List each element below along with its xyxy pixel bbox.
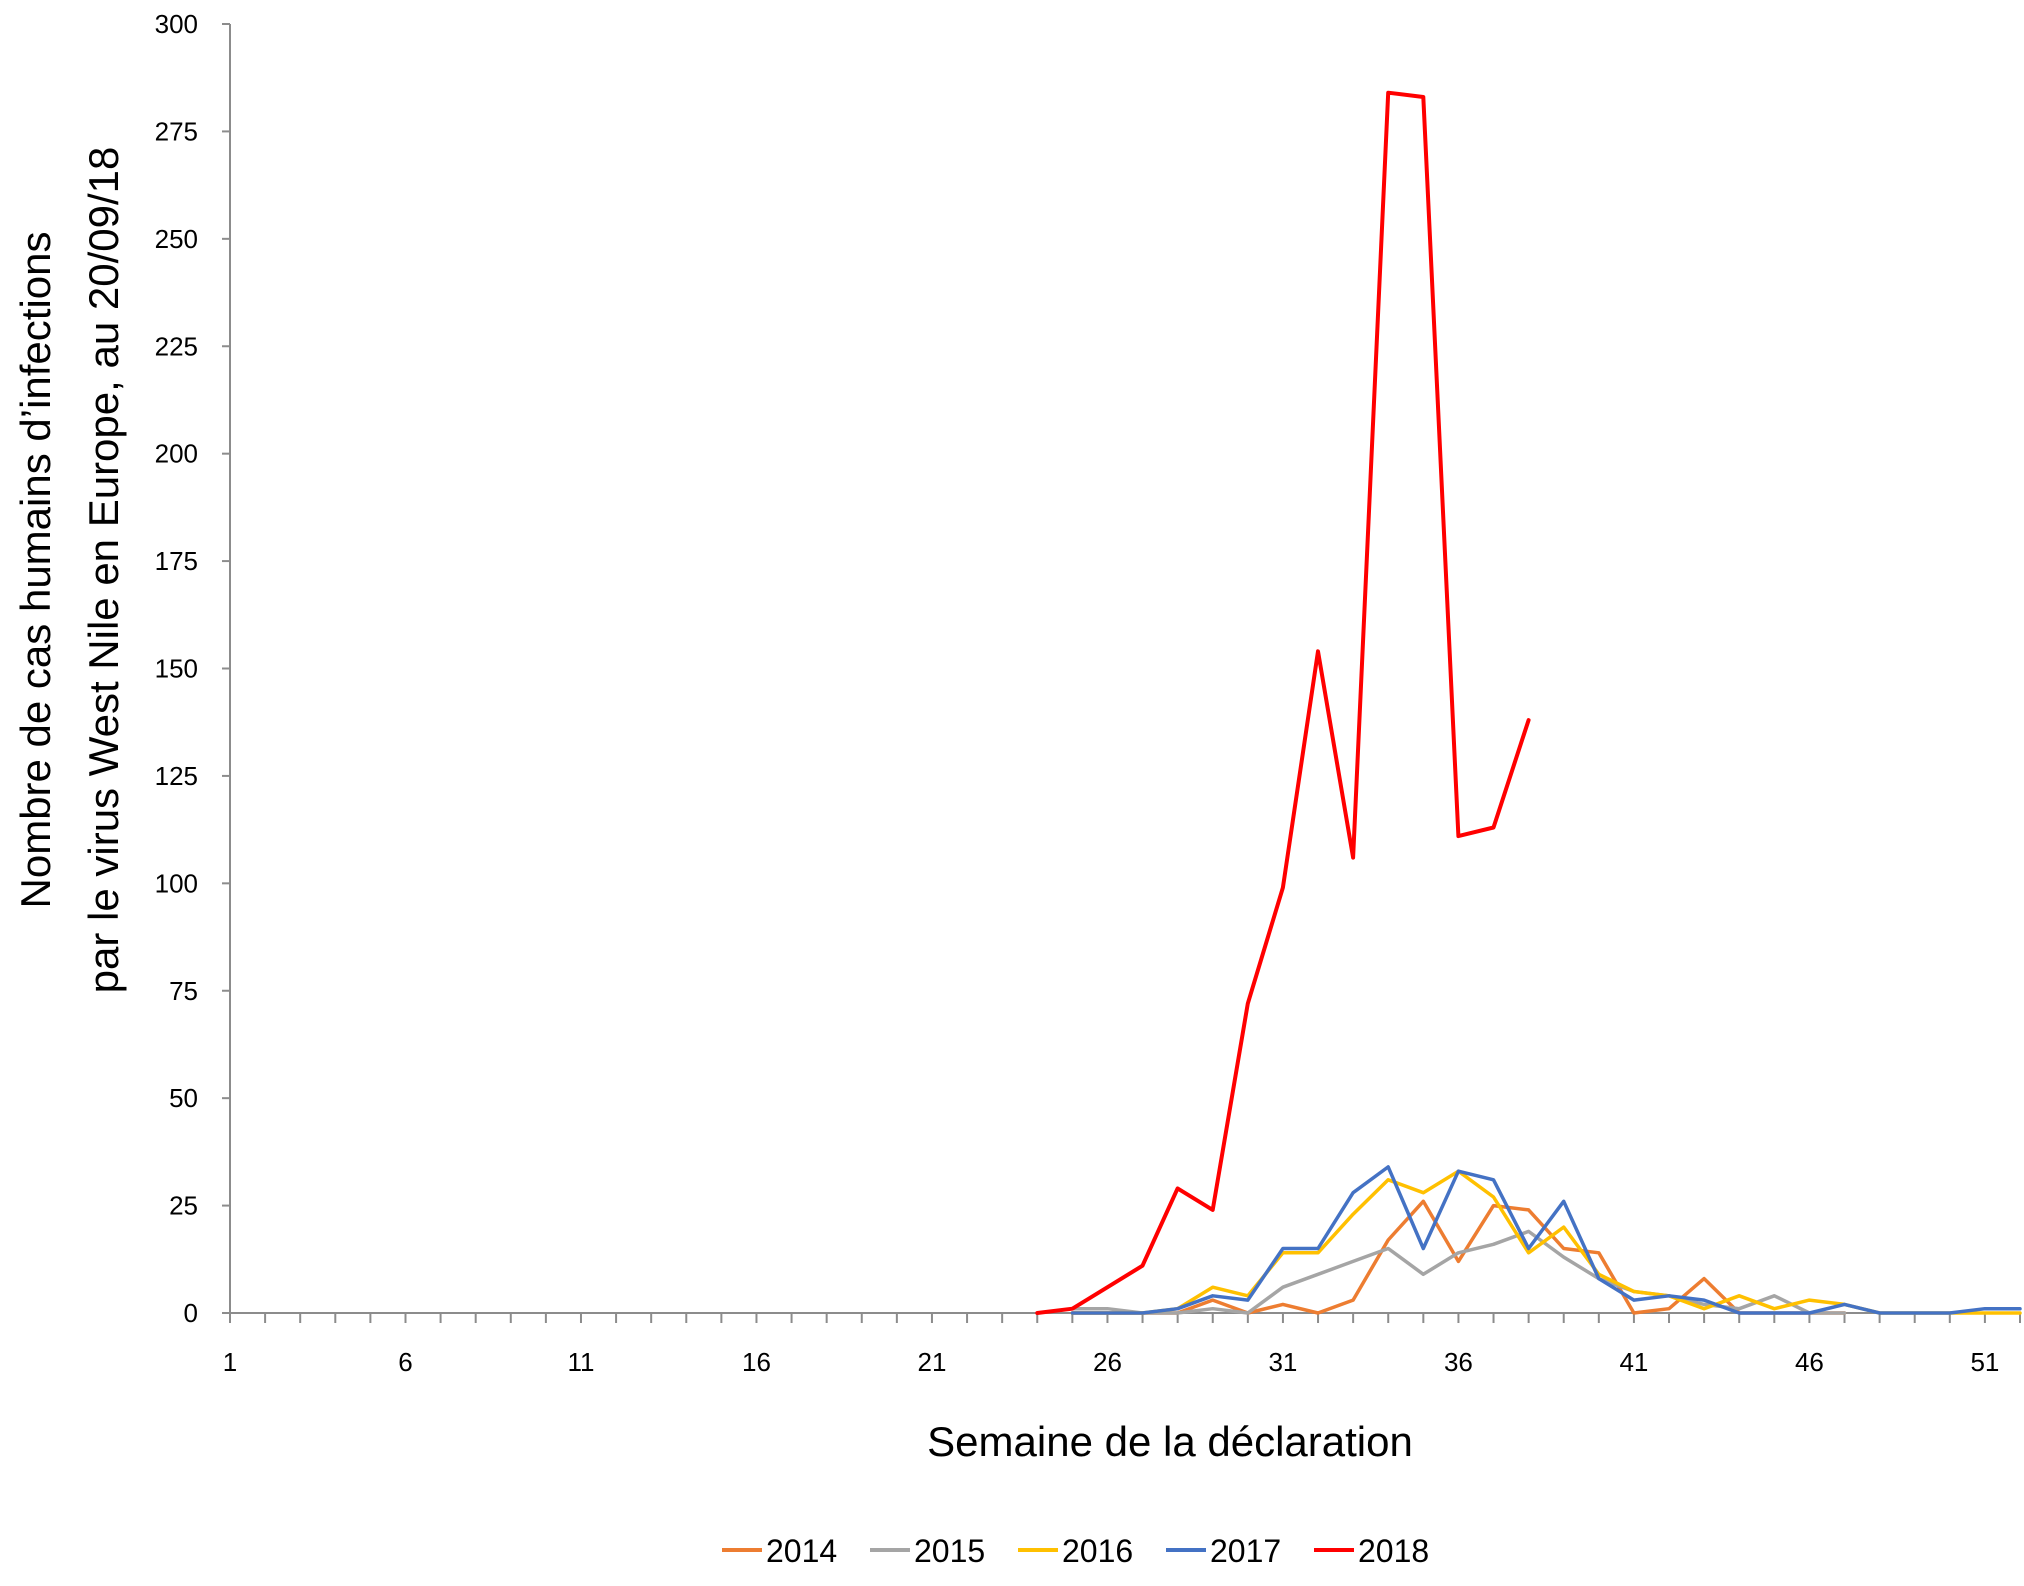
x-tick-label: 41 — [1619, 1347, 1648, 1377]
x-axis-title: Semaine de la déclaration — [927, 1418, 1413, 1465]
legend-label-2018: 2018 — [1358, 1533, 1429, 1569]
y-tick-label: 125 — [155, 761, 198, 791]
y-tick-label: 225 — [155, 331, 198, 361]
y-tick-label: 25 — [169, 1191, 198, 1221]
x-tick-label: 46 — [1795, 1347, 1824, 1377]
y-tick-label: 50 — [169, 1083, 198, 1113]
x-tick-label: 26 — [1093, 1347, 1122, 1377]
legend-label-2015: 2015 — [914, 1533, 985, 1569]
y-tick-label: 275 — [155, 116, 198, 146]
y-axis-title-line-1: Nombre de cas humains d’infections — [12, 231, 59, 908]
y-tick-label: 250 — [155, 224, 198, 254]
series-lines — [1035, 90, 2022, 1315]
legend: 2014 2015 2016 2017 2018 — [722, 1533, 1429, 1569]
x-tick-label: 51 — [1970, 1347, 1999, 1377]
x-tick-label: 31 — [1268, 1347, 1297, 1377]
y-tick-label: 200 — [155, 439, 198, 469]
y-tick-label: 100 — [155, 868, 198, 898]
series-line-2018 — [1035, 90, 1531, 1315]
x-tick-label: 6 — [398, 1347, 412, 1377]
y-axis-title-line-2: par le virus West Nile en Europe, au 20/… — [80, 147, 127, 994]
y-tick-label: 75 — [169, 976, 198, 1006]
y-tick-label: 175 — [155, 546, 198, 576]
y-ticks: 0 25 50 75 100 125 150 175 200 225 250 275 300 — [155, 9, 230, 1328]
x-tick-label: 21 — [917, 1347, 946, 1377]
x-ticks: 1 6 11 16 21 26 31 36 41 46 51 — [223, 1313, 2021, 1377]
series-line-2017 — [1070, 1165, 2022, 1315]
x-tick-label: 16 — [742, 1347, 771, 1377]
x-tick-label: 11 — [567, 1347, 594, 1377]
y-tick-label: 0 — [184, 1298, 198, 1328]
x-tick-label: 1 — [223, 1347, 237, 1377]
legend-label-2014: 2014 — [766, 1533, 837, 1569]
legend-label-2016: 2016 — [1062, 1533, 1133, 1569]
y-tick-label: 150 — [155, 654, 198, 684]
series-line-2014 — [1070, 1199, 1847, 1315]
legend-label-2017: 2017 — [1210, 1533, 1281, 1569]
x-tick-label: 36 — [1444, 1347, 1473, 1377]
y-tick-label: 300 — [155, 9, 198, 39]
